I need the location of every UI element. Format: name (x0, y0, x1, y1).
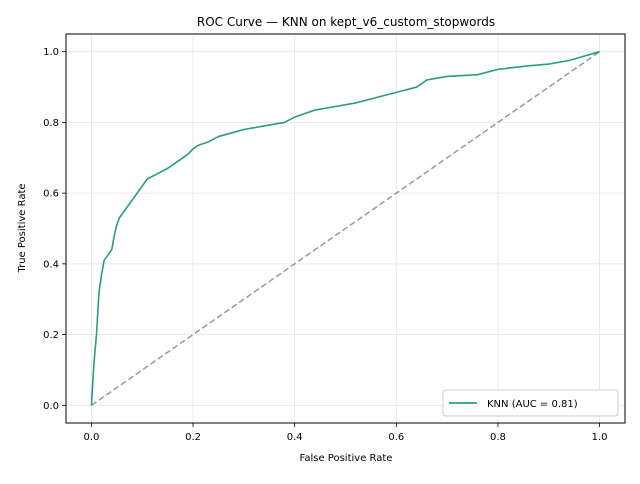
y-tick-label: 1.0 (43, 47, 59, 58)
y-ticks: 0.0 0.2 0.4 0.6 0.8 1.0 (43, 47, 66, 412)
x-tick-label: 1.0 (592, 432, 608, 443)
plot-lines (90, 50, 601, 406)
x-tick-label: 0.6 (388, 432, 404, 443)
y-tick-label: 0.0 (43, 401, 59, 412)
chance-diagonal-line (90, 51, 601, 406)
x-tick-label: 0.2 (185, 432, 201, 443)
legend: KNN (AUC = 0.81) (442, 389, 619, 417)
x-ticks: 0.0 0.2 0.4 0.6 0.8 1.0 (83, 423, 608, 443)
y-tick-label: 0.6 (43, 189, 59, 200)
x-tick-label: 0.4 (287, 432, 303, 443)
x-axis-label: False Positive Rate (300, 453, 393, 464)
y-tick-label: 0.4 (43, 259, 59, 270)
plot-frame (65, 33, 626, 424)
y-axis-label: True Positive Rate (17, 183, 28, 273)
x-tick-label: 0.0 (83, 432, 99, 443)
roc-curve-line (90, 50, 600, 406)
x-tick-label: 0.8 (490, 432, 506, 443)
legend-box (442, 389, 619, 417)
legend-label: KNN (AUC = 0.81) (487, 399, 578, 410)
y-tick-label: 0.2 (43, 330, 59, 341)
y-tick-label: 0.8 (43, 118, 59, 129)
chart-title: ROC Curve — KNN on kept_v6_custom_stopwo… (197, 15, 495, 29)
grid (66, 34, 625, 423)
